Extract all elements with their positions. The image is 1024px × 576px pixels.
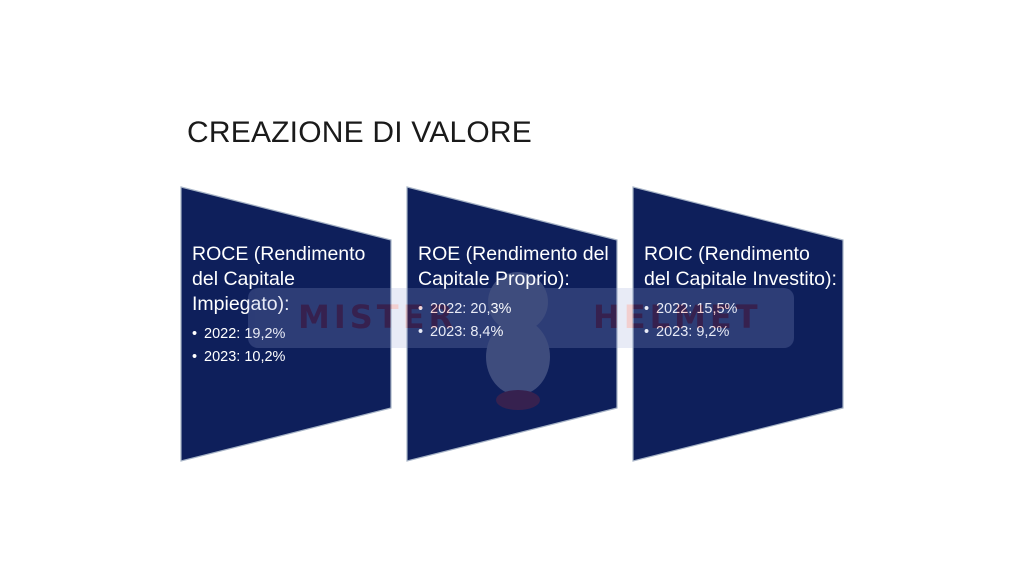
bullet-icon: •: [644, 301, 650, 317]
list-item-text: 2022: 20,3%: [430, 301, 512, 317]
card-text: ROCE (Rendimento del Capitale Impiegato)…: [192, 242, 388, 369]
bullet-icon: •: [418, 324, 424, 340]
bullet-icon: •: [418, 301, 424, 317]
list-item: • 2022: 15,5%: [644, 298, 840, 321]
card-list: • 2022: 15,5% • 2023: 9,2%: [644, 298, 840, 344]
card-list: • 2022: 19,2% • 2023: 10,2%: [192, 323, 388, 369]
roce-card: ROCE (Rendimento del Capitale Impiegato)…: [180, 186, 392, 462]
card-shape: [406, 186, 618, 462]
slide-title: CREAZIONE DI VALORE: [187, 116, 532, 149]
card-text: ROIC (Rendimento del Capitale Investito)…: [644, 242, 840, 344]
card-heading: ROCE (Rendimento del Capitale Impiegato)…: [192, 243, 366, 315]
card-list: • 2022: 20,3% • 2023: 8,4%: [418, 298, 614, 344]
list-item-text: 2022: 19,2%: [204, 326, 286, 342]
roic-card: ROIC (Rendimento del Capitale Investito)…: [632, 186, 844, 462]
list-item-text: 2023: 9,2%: [656, 324, 730, 340]
list-item: • 2022: 20,3%: [418, 298, 614, 321]
list-item: • 2023: 9,2%: [644, 321, 840, 344]
card-shape: [632, 186, 844, 462]
card-text: ROE (Rendimento del Capitale Proprio): •…: [418, 242, 614, 344]
list-item: • 2023: 10,2%: [192, 346, 388, 369]
roe-card: ROE (Rendimento del Capitale Proprio): •…: [406, 186, 618, 462]
list-item-text: 2023: 10,2%: [204, 349, 286, 365]
bullet-icon: •: [192, 326, 198, 342]
bullet-icon: •: [192, 349, 198, 365]
list-item-text: 2022: 15,5%: [656, 301, 738, 317]
card-shape: [180, 186, 392, 462]
card-heading: ROIC (Rendimento del Capitale Investito)…: [644, 243, 837, 290]
list-item: • 2023: 8,4%: [418, 321, 614, 344]
card-heading: ROE (Rendimento del Capitale Proprio):: [418, 243, 609, 290]
list-item: • 2022: 19,2%: [192, 323, 388, 346]
bullet-icon: •: [644, 324, 650, 340]
list-item-text: 2023: 8,4%: [430, 324, 504, 340]
